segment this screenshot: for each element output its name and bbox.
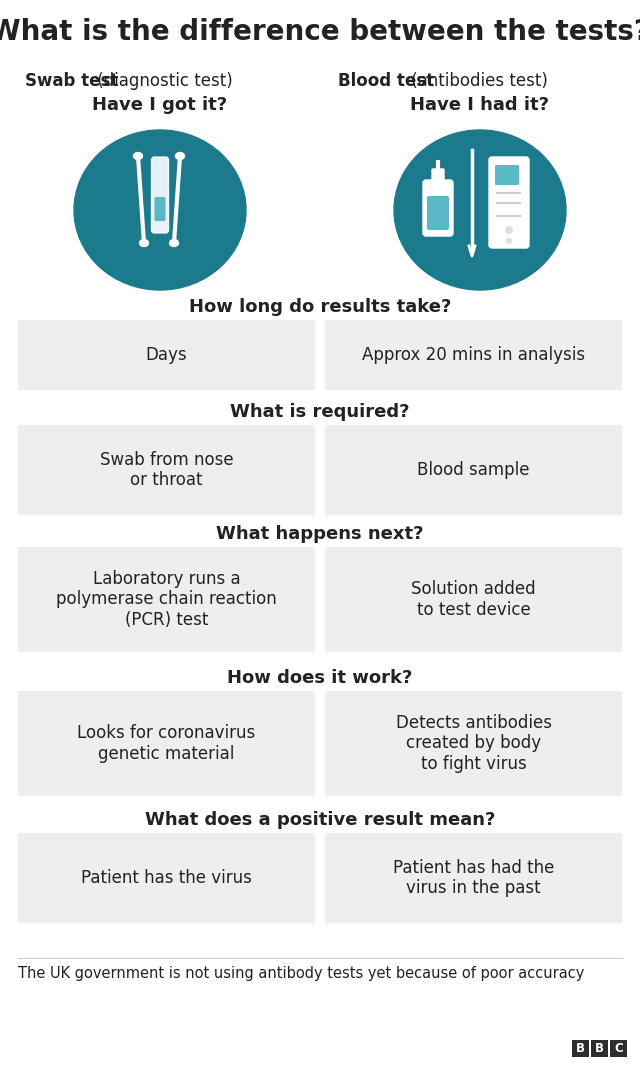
FancyBboxPatch shape [423,181,453,236]
Text: Days: Days [146,346,188,364]
FancyBboxPatch shape [325,320,622,390]
Text: Swab from nose
or throat: Swab from nose or throat [100,451,234,490]
Text: What does a positive result mean?: What does a positive result mean? [145,811,495,829]
FancyBboxPatch shape [152,157,168,233]
Text: Solution added
to test device: Solution added to test device [411,580,536,619]
FancyBboxPatch shape [325,547,622,652]
Text: B: B [576,1042,585,1055]
Ellipse shape [394,130,566,290]
Text: Blood sample: Blood sample [417,461,530,479]
Text: The UK government is not using antibody tests yet because of poor accuracy: The UK government is not using antibody … [18,966,584,980]
Ellipse shape [134,152,143,160]
Text: Looks for coronavirus
genetic material: Looks for coronavirus genetic material [77,724,255,763]
Text: (antibodies test): (antibodies test) [406,72,548,90]
Ellipse shape [140,240,148,246]
FancyBboxPatch shape [591,1040,608,1057]
Ellipse shape [506,238,512,244]
Text: What is the difference between the tests?: What is the difference between the tests… [0,18,640,46]
Text: Swab test: Swab test [25,72,118,90]
FancyBboxPatch shape [427,196,449,230]
FancyBboxPatch shape [572,1040,589,1057]
FancyBboxPatch shape [18,547,315,652]
Ellipse shape [74,130,246,290]
Text: Laboratory runs a
polymerase chain reaction
(PCR) test: Laboratory runs a polymerase chain react… [56,570,277,629]
Text: Approx 20 mins in analysis: Approx 20 mins in analysis [362,346,585,364]
Text: Have I got it?: Have I got it? [92,96,228,114]
FancyBboxPatch shape [18,425,315,515]
Text: Detects antibodies
created by body
to fight virus: Detects antibodies created by body to fi… [396,713,552,773]
FancyBboxPatch shape [18,320,315,390]
Text: Patient has the virus: Patient has the virus [81,869,252,888]
FancyBboxPatch shape [610,1040,627,1057]
FancyBboxPatch shape [18,691,315,796]
Text: B: B [595,1042,604,1055]
Text: What is required?: What is required? [230,403,410,421]
Text: Patient has had the
virus in the past: Patient has had the virus in the past [393,858,554,897]
FancyBboxPatch shape [495,165,519,185]
Text: Have I had it?: Have I had it? [410,96,550,114]
FancyBboxPatch shape [18,833,315,923]
FancyBboxPatch shape [489,157,529,248]
Text: How long do results take?: How long do results take? [189,298,451,316]
FancyBboxPatch shape [325,691,622,796]
Text: Blood test: Blood test [338,72,434,90]
FancyBboxPatch shape [325,425,622,515]
Ellipse shape [170,240,179,246]
Text: How does it work?: How does it work? [227,669,413,688]
Ellipse shape [175,152,184,160]
Text: (diagnostic test): (diagnostic test) [92,72,233,90]
Text: What happens next?: What happens next? [216,525,424,543]
FancyBboxPatch shape [154,197,166,221]
FancyBboxPatch shape [432,169,444,186]
Text: C: C [614,1042,623,1055]
Ellipse shape [505,226,513,233]
FancyBboxPatch shape [325,833,622,923]
